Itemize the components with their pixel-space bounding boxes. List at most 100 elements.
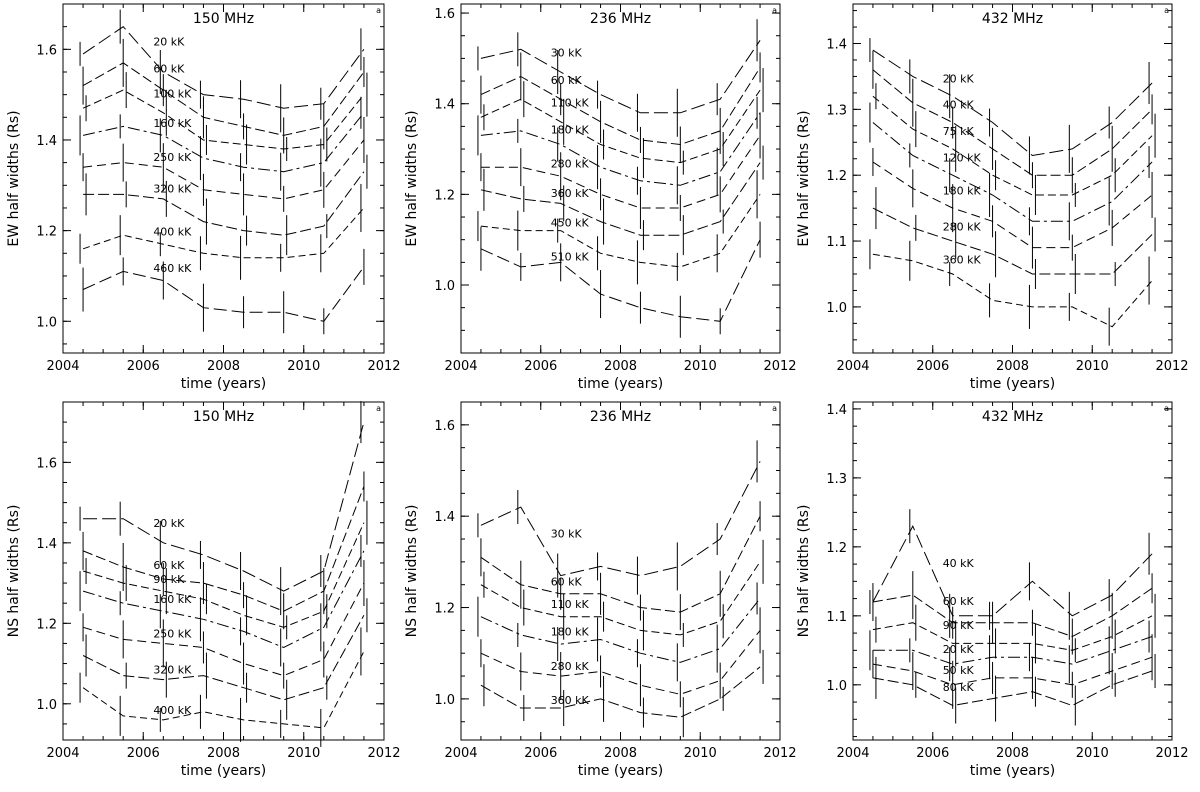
series-line — [83, 171, 365, 236]
series-line — [480, 112, 761, 186]
y-tick-label: 1.0 — [826, 301, 847, 316]
corner-marker: a — [1164, 6, 1169, 15]
y-axis-label: EW half widths (Rs) — [6, 110, 22, 246]
x-tick-label: 2010 — [1076, 359, 1109, 374]
y-tick-label: 1.4 — [826, 403, 847, 418]
x-axis-label: time (years) — [970, 376, 1056, 392]
y-axis-label: EW half widths (Rs) — [404, 110, 420, 246]
series-label: 50 kK — [943, 664, 975, 677]
series-line — [480, 135, 761, 209]
corner-marker: a — [772, 404, 777, 413]
y-tick-label: 1.2 — [36, 225, 57, 240]
series-label: 75 kK — [943, 125, 975, 138]
series-line — [872, 636, 1153, 665]
series-label: 160 kK — [153, 593, 192, 606]
series-label: 110 kK — [551, 598, 590, 611]
y-tick-label: 1.3 — [826, 103, 847, 118]
series-line — [82, 651, 365, 729]
corner-marker: a — [376, 404, 381, 413]
y-tick-label: 1.2 — [826, 169, 847, 184]
series-label: 280 kK — [551, 158, 590, 171]
series-label: 450 kK — [551, 217, 590, 230]
y-tick-label: 1.6 — [36, 43, 57, 58]
x-tick-label: 2010 — [287, 359, 320, 374]
y-axis-label: NS half widths (Rs) — [404, 505, 420, 638]
series-label: 40 kK — [943, 99, 975, 112]
x-tick-label: 2004 — [836, 746, 869, 761]
x-tick-label: 2010 — [684, 359, 717, 374]
series-label: 60 kK — [551, 74, 583, 87]
series-label: 180 kK — [551, 626, 590, 639]
series-line — [872, 122, 1153, 222]
series-line — [872, 207, 1153, 275]
series-line — [480, 666, 761, 718]
panel-title: 432 MHz — [982, 11, 1043, 27]
series-label: 20 kK — [153, 35, 185, 48]
series-label: 180 kK — [551, 124, 590, 137]
x-tick-label: 2012 — [367, 746, 400, 761]
series-label: 400 kK — [153, 704, 192, 717]
y-axis-label: NS half widths (Rs) — [796, 505, 812, 638]
series-line — [872, 670, 1153, 707]
series-line — [82, 582, 365, 677]
plot-frame — [852, 3, 1173, 354]
series-line — [82, 26, 365, 109]
x-tick-label: 2010 — [684, 746, 717, 761]
x-tick-label: 2006 — [127, 359, 160, 374]
x-tick-label: 2008 — [996, 746, 1029, 761]
corner-marker: a — [772, 6, 777, 15]
series-label: 360 kK — [943, 253, 982, 266]
plot-frame — [62, 401, 385, 741]
series-line — [480, 561, 761, 636]
series-label: 40 kK — [943, 557, 975, 570]
y-tick-label: 1.4 — [434, 98, 455, 113]
x-axis-label: time (years) — [181, 376, 267, 392]
x-tick-label: 2008 — [604, 746, 637, 761]
x-tick-label: 2004 — [46, 746, 79, 761]
series-line — [82, 550, 365, 649]
x-tick-label: 2010 — [1076, 746, 1109, 761]
y-tick-label: 1.6 — [36, 456, 57, 471]
series-label: 20 kK — [943, 643, 975, 656]
panel-3: 2004 2006 2008 2010 2012 1.0 1.1 1.2 1.3 1.4 432 M… — [796, 3, 1189, 392]
x-tick-label: 2008 — [207, 746, 240, 761]
y-tick-label: 1.0 — [434, 693, 455, 708]
series-label: 250 kK — [153, 151, 192, 164]
y-tick-label: 1.4 — [36, 134, 57, 149]
x-tick-label: 2004 — [444, 746, 477, 761]
series-label: 460 kK — [153, 262, 192, 275]
y-tick-label: 1.1 — [826, 610, 847, 625]
x-tick-label: 2012 — [763, 746, 796, 761]
series-label: 280 kK — [551, 660, 590, 673]
x-tick-label: 2008 — [996, 359, 1029, 374]
series-label: 320 kK — [153, 183, 192, 196]
series-line — [480, 67, 761, 146]
series-line — [480, 598, 761, 663]
y-tick-label: 1.2 — [36, 617, 57, 632]
series-label: 110 kK — [551, 97, 590, 110]
y-tick-label: 1.2 — [434, 188, 455, 203]
series-line — [480, 239, 761, 322]
series-label: 60 kK — [153, 559, 185, 572]
series-label: 100 kK — [153, 87, 192, 100]
series-label: 30 kK — [551, 527, 583, 540]
x-axis-label: time (years) — [181, 763, 267, 779]
series-label: 30 kK — [551, 47, 583, 60]
y-tick-label: 1.4 — [36, 537, 57, 552]
series-line — [83, 421, 365, 592]
series-line — [872, 253, 1153, 328]
plot-frame — [852, 401, 1173, 741]
x-tick-label: 2012 — [1155, 746, 1188, 761]
y-axis-label: EW half widths (Rs) — [796, 110, 812, 246]
series-label: 60 kK — [551, 575, 583, 588]
panel-title: 150 MHz — [193, 11, 254, 27]
series-label: 280 kK — [943, 220, 982, 233]
series-label: 250 kK — [153, 627, 192, 640]
x-tick-label: 2008 — [207, 359, 240, 374]
y-tick-label: 1.6 — [434, 7, 455, 22]
x-tick-label: 2012 — [763, 359, 796, 374]
series-line — [480, 194, 761, 268]
series-label: 360 kK — [551, 694, 590, 707]
series-label: 60 kK — [943, 595, 975, 608]
